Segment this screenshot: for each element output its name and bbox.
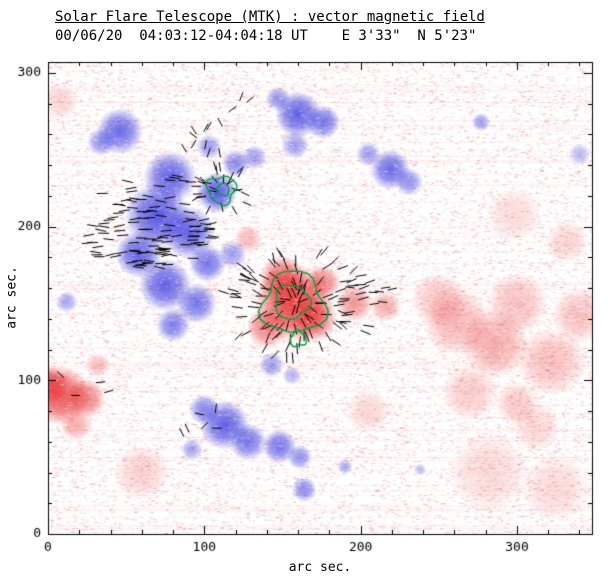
x-axis-label: arc sec. [288,560,352,575]
y-axis-label: arc sec. [4,266,20,329]
figure-title: Solar Flare Telescope (MTK) : vector mag… [55,9,485,25]
figure-subtitle: 00/06/20 04:03:12-04:04:18 UT E 3'33" N … [55,28,477,44]
